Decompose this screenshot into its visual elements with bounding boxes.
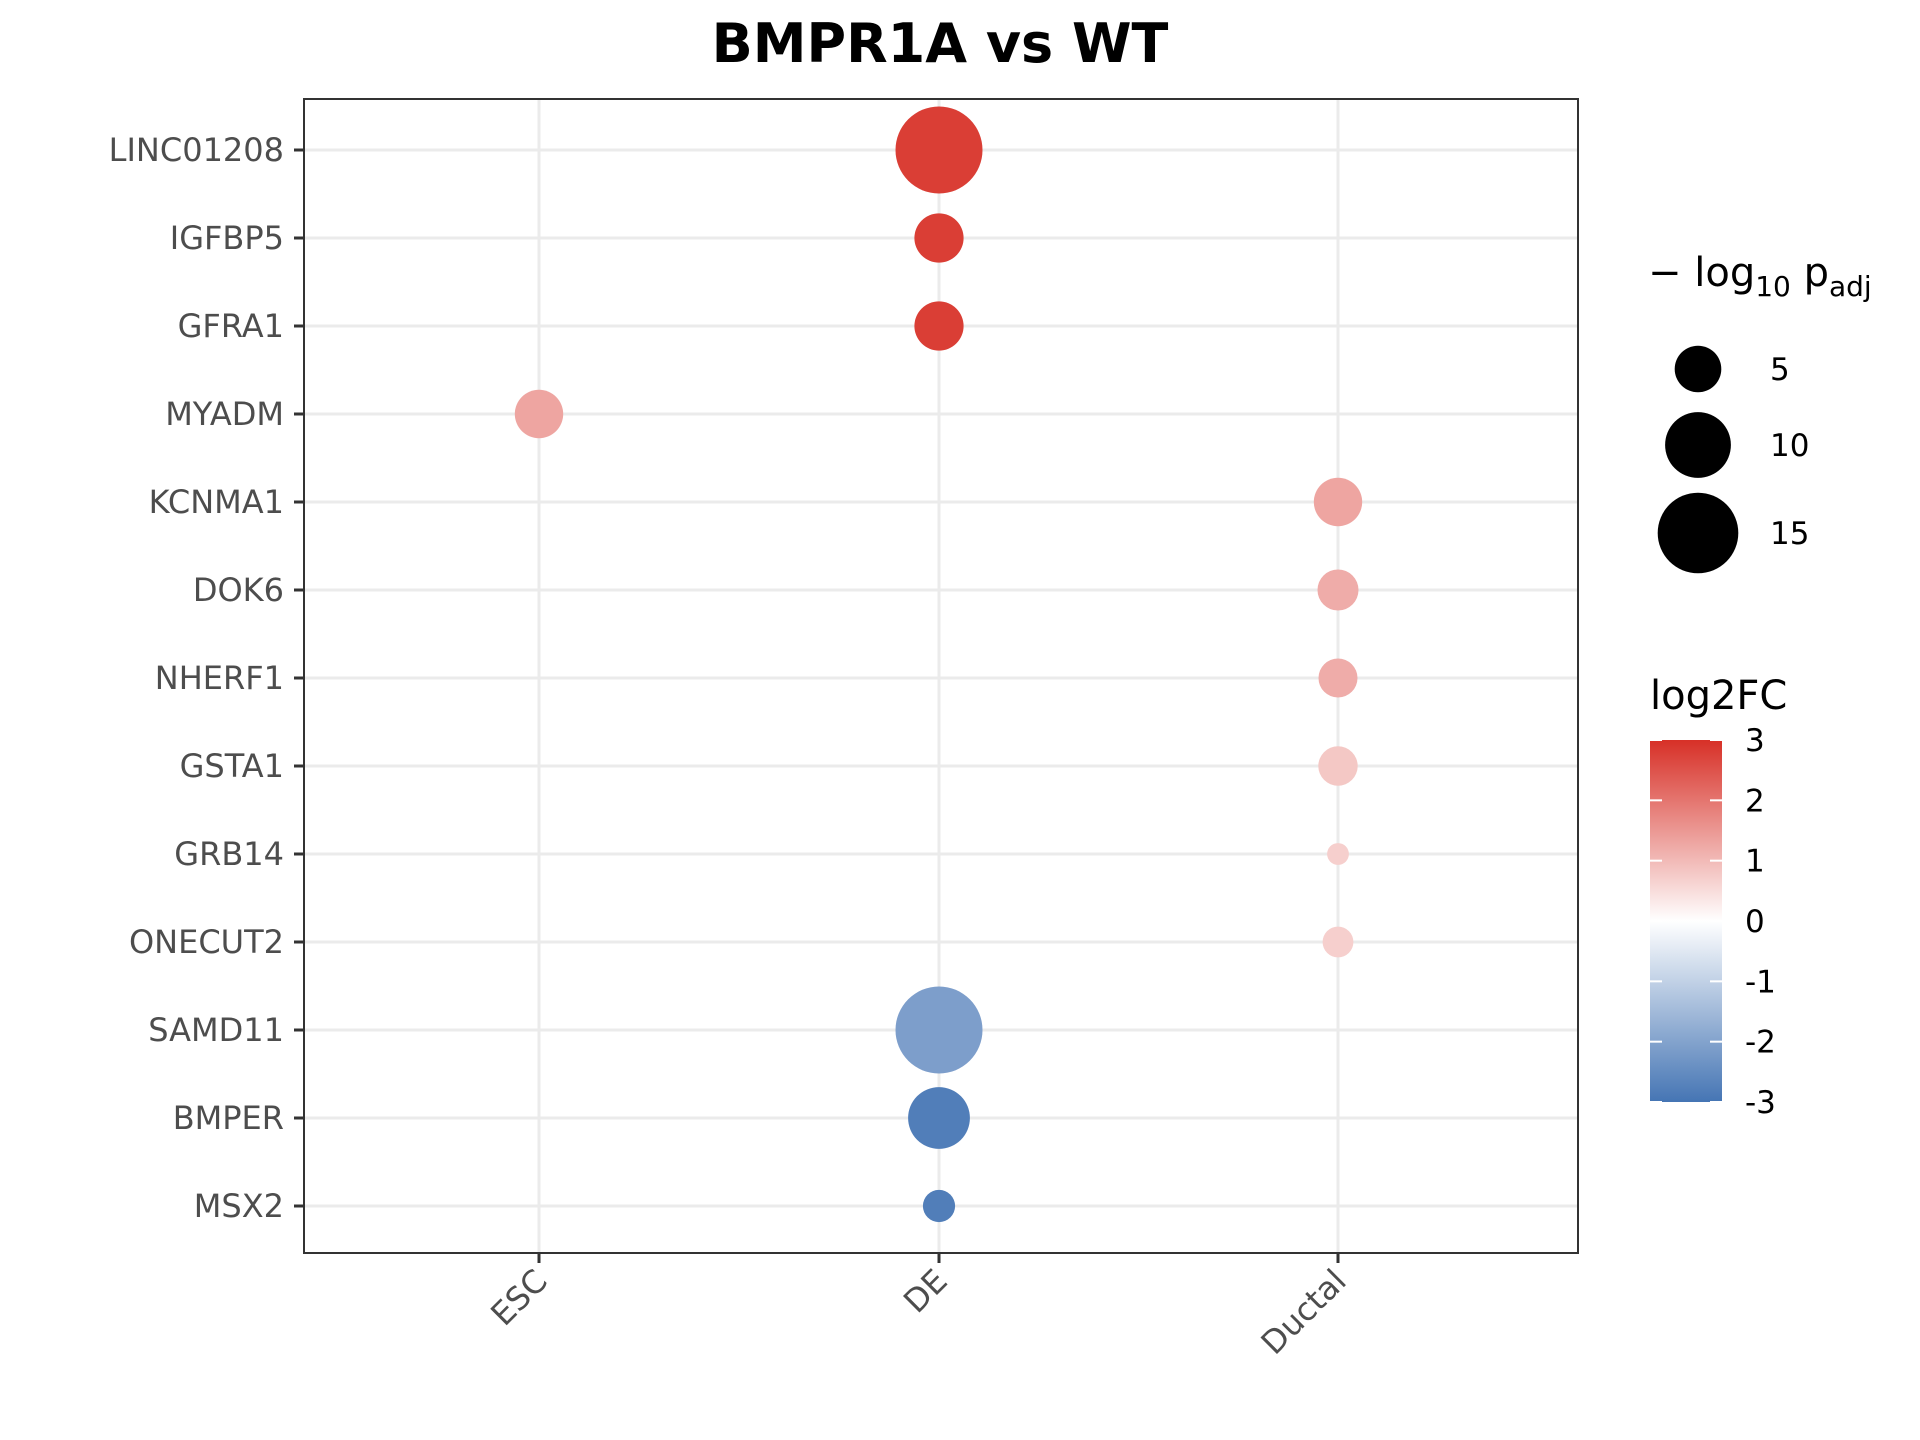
size-legend-title: − log10 padj bbox=[1648, 250, 1872, 303]
size-legend-label: 15 bbox=[1770, 516, 1809, 552]
color-legend-tick-label: -2 bbox=[1745, 1025, 1776, 1061]
grid-lines bbox=[304, 99, 1578, 1253]
data-point-myadm bbox=[514, 389, 564, 439]
y-tick-label: ONECUT2 bbox=[129, 923, 284, 961]
data-point-nherf1 bbox=[1318, 658, 1358, 698]
x-tick-label: Ductal bbox=[1254, 1262, 1354, 1362]
data-point-gfra1 bbox=[914, 301, 964, 351]
data-point-bmper bbox=[908, 1087, 970, 1149]
chart-title: BMPR1A vs WT bbox=[712, 12, 1169, 75]
y-tick-label: SAMD11 bbox=[148, 1011, 284, 1049]
data-point-samd11 bbox=[895, 986, 983, 1074]
y-tick-label: BMPER bbox=[173, 1099, 284, 1137]
data-point-dok6 bbox=[1317, 569, 1359, 611]
y-tick-label: NHERF1 bbox=[155, 659, 284, 697]
color-legend-tick-label: 3 bbox=[1745, 723, 1765, 759]
size-legend-title-psub: adj bbox=[1829, 270, 1872, 303]
data-point-grb14 bbox=[1327, 843, 1349, 865]
y-tick-label: KCNMA1 bbox=[149, 483, 284, 521]
x-axis: ESC DE Ductal bbox=[483, 1253, 1354, 1362]
size-legend-title-p: p bbox=[1791, 250, 1829, 296]
color-legend: log2FC 3 2 1 0 -1 -2 -3 bbox=[1650, 673, 1787, 1121]
y-tick-label: MYADM bbox=[165, 395, 284, 433]
color-legend-ticks: 3 2 1 0 -1 -2 -3 bbox=[1650, 723, 1776, 1121]
data-point-gsta1 bbox=[1318, 746, 1358, 786]
data-points bbox=[514, 106, 1363, 1223]
x-tick-label: DE bbox=[896, 1262, 955, 1321]
y-tick-label: LINC01208 bbox=[109, 131, 284, 169]
size-legend-key bbox=[1665, 412, 1731, 478]
size-legend-label: 5 bbox=[1770, 352, 1790, 388]
data-point-linc01208 bbox=[895, 106, 983, 194]
color-legend-title: log2FC bbox=[1650, 673, 1787, 719]
size-legend-title-main: − log bbox=[1648, 250, 1755, 296]
size-legend-key bbox=[1657, 492, 1739, 574]
size-legend-label: 10 bbox=[1770, 428, 1809, 464]
y-tick-label: GFRA1 bbox=[178, 307, 284, 345]
data-point-kcnma1 bbox=[1313, 477, 1363, 527]
x-tick-label: ESC bbox=[483, 1262, 554, 1333]
y-tick-label: GRB14 bbox=[174, 835, 284, 873]
color-legend-tick-label: -3 bbox=[1745, 1085, 1776, 1121]
y-tick-label: GSTA1 bbox=[180, 747, 284, 785]
color-legend-tick-label: 0 bbox=[1745, 904, 1765, 940]
size-legend-title-sub: 10 bbox=[1755, 270, 1791, 303]
y-tick-label: IGFBP5 bbox=[170, 219, 284, 257]
color-legend-tick-label: 1 bbox=[1745, 844, 1765, 880]
y-axis: LINC01208 IGFBP5 GFRA1 MYADM KCNMA1 DOK6 NHERF… bbox=[109, 131, 304, 1225]
size-legend-items: 5 10 15 bbox=[1657, 345, 1809, 574]
color-legend-tick-label: -1 bbox=[1745, 964, 1776, 1000]
y-tick-label: DOK6 bbox=[193, 571, 284, 609]
color-legend-tick-label: 2 bbox=[1745, 783, 1765, 819]
size-legend-key bbox=[1674, 345, 1722, 393]
data-point-onecut2 bbox=[1322, 926, 1354, 958]
data-point-msx2 bbox=[922, 1189, 956, 1223]
data-point-igfbp5 bbox=[914, 213, 964, 263]
y-tick-label: MSX2 bbox=[194, 1187, 284, 1225]
plot-panel-border bbox=[303, 98, 1579, 1254]
